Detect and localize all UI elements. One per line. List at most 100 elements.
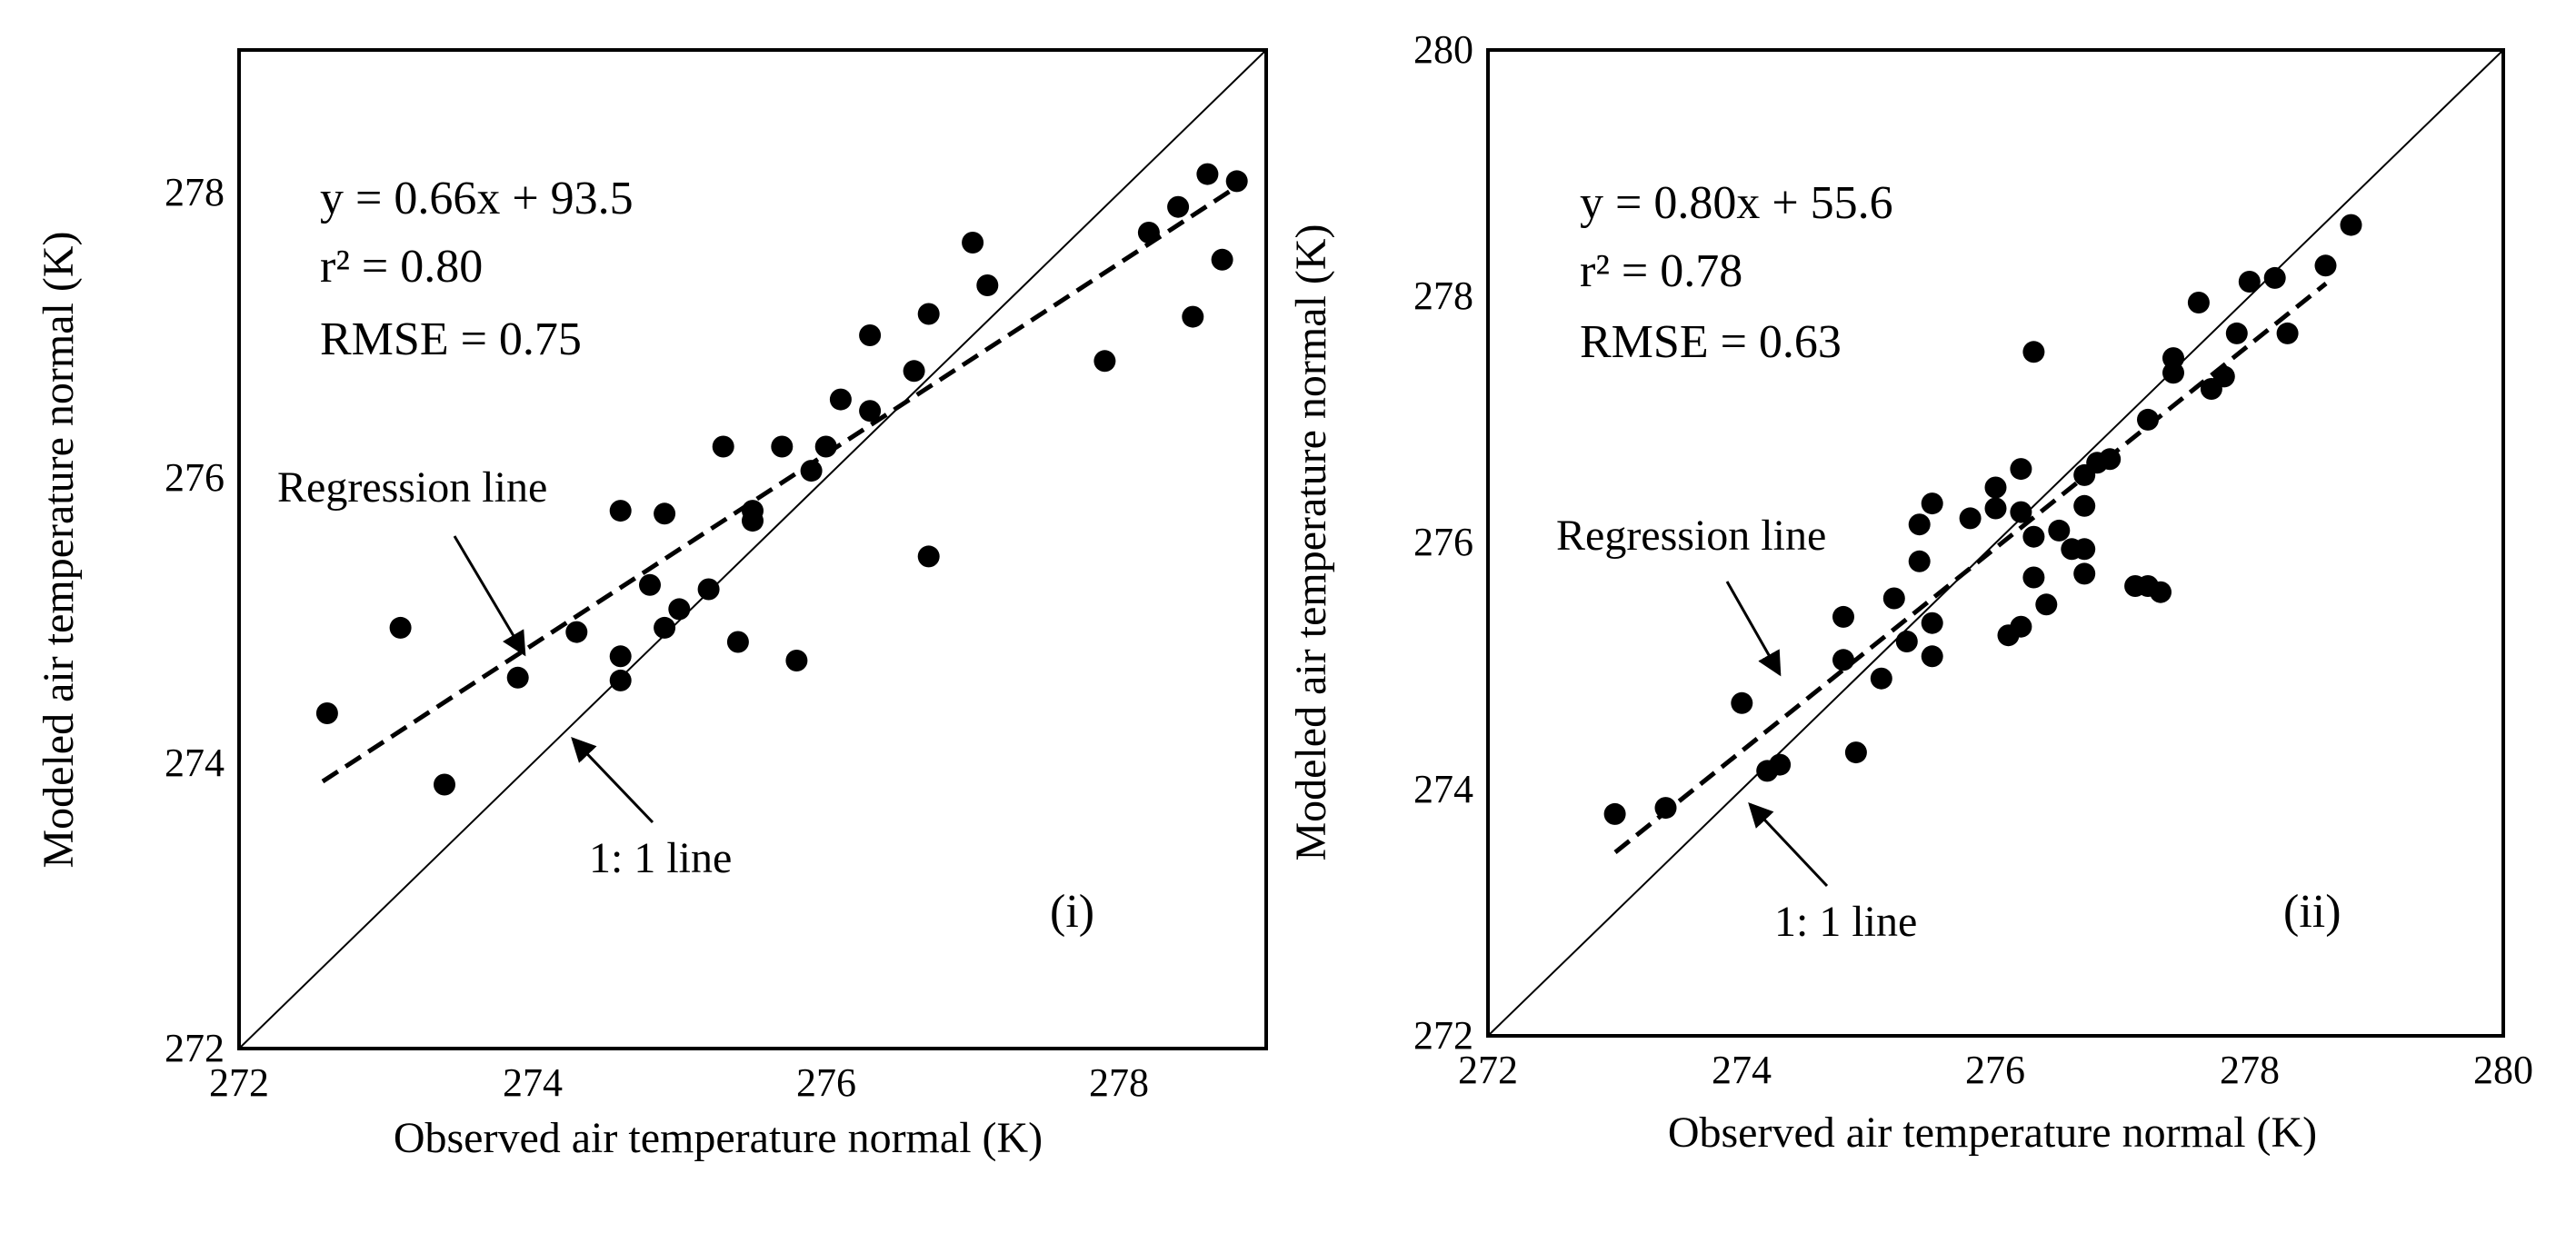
x-tick-label: 274 bbox=[1712, 1048, 1772, 1092]
data-point bbox=[903, 360, 925, 383]
data-point bbox=[1921, 645, 1943, 668]
regression-line bbox=[321, 183, 1241, 784]
y-tick-label: 276 bbox=[165, 455, 225, 500]
data-point bbox=[1984, 476, 2007, 499]
data-point bbox=[1211, 248, 1233, 271]
data-point bbox=[2212, 365, 2235, 388]
identity-line-arrow bbox=[1748, 802, 1829, 888]
data-point bbox=[2035, 593, 2058, 616]
plot-frame bbox=[1486, 48, 2505, 1038]
data-point bbox=[1844, 741, 1867, 764]
data-point bbox=[1895, 631, 1918, 652]
rmse: RMSE = 0.63 bbox=[1580, 316, 1842, 368]
data-point bbox=[2010, 458, 2032, 481]
identity-line-arrow bbox=[571, 737, 654, 824]
data-point bbox=[2010, 615, 2032, 638]
y-tick-label: 280 bbox=[1413, 27, 1473, 72]
data-point bbox=[1870, 667, 1892, 690]
data-point bbox=[609, 669, 632, 691]
data-point bbox=[565, 621, 588, 643]
data-point bbox=[2238, 271, 2261, 293]
y-tick-label: 276 bbox=[1413, 520, 1473, 564]
data-point bbox=[668, 598, 691, 621]
data-point bbox=[829, 388, 852, 411]
data-point bbox=[976, 274, 999, 296]
identity-line-label: 1: 1 line bbox=[1774, 898, 1917, 946]
data-point bbox=[2340, 214, 2362, 236]
data-point bbox=[1182, 305, 1204, 328]
regression-line-label: Regression line bbox=[277, 463, 547, 512]
x-tick-label: 278 bbox=[1089, 1060, 1149, 1105]
data-point bbox=[2276, 322, 2299, 344]
data-point bbox=[506, 666, 529, 689]
y-tick-label: 274 bbox=[1413, 767, 1473, 811]
y-tick-label: 274 bbox=[165, 741, 225, 785]
data-point bbox=[639, 573, 661, 596]
data-point bbox=[315, 702, 338, 724]
data-point bbox=[609, 645, 632, 668]
regression-line-label: Regression line bbox=[1556, 512, 1826, 560]
data-point bbox=[1769, 753, 1792, 776]
x-tick-label: 272 bbox=[1458, 1048, 1518, 1092]
panel-ii: 272 274 276 278 280 272 274 276 278 280 … bbox=[1287, 27, 2533, 1157]
plot-frame bbox=[237, 48, 1268, 1050]
data-point bbox=[1603, 802, 1626, 825]
data-point bbox=[1093, 350, 1116, 373]
data-point bbox=[389, 616, 412, 639]
data-point bbox=[1654, 797, 1677, 820]
data-point bbox=[654, 502, 676, 525]
data-point bbox=[1882, 587, 1905, 610]
data-point bbox=[2137, 408, 2159, 431]
x-tick-label: 276 bbox=[796, 1060, 856, 1105]
y-axis-label: Modeled air temperature normal (K) bbox=[35, 231, 83, 868]
data-point bbox=[800, 460, 823, 482]
data-point bbox=[859, 324, 882, 346]
data-point bbox=[771, 435, 794, 458]
r-squared: r² = 0.78 bbox=[1580, 245, 1742, 297]
rmse: RMSE = 0.75 bbox=[320, 313, 582, 365]
data-point bbox=[1921, 492, 1943, 515]
regression-line bbox=[1613, 282, 2328, 854]
data-point bbox=[1167, 195, 1190, 218]
data-point bbox=[2048, 519, 2071, 542]
y-axis-label: Modeled air temperature normal (K) bbox=[1287, 224, 1335, 860]
regression-equation: y = 0.66x + 93.5 bbox=[320, 173, 634, 224]
x-tick-label: 276 bbox=[1965, 1048, 2025, 1092]
data-point bbox=[1832, 605, 1854, 628]
data-point bbox=[1959, 507, 1982, 530]
data-point bbox=[917, 545, 940, 568]
data-point bbox=[434, 773, 455, 796]
regression-line-arrow bbox=[453, 535, 526, 657]
data-point bbox=[2150, 581, 2172, 603]
data-point bbox=[2263, 266, 2286, 289]
data-point bbox=[2162, 362, 2184, 384]
data-point bbox=[917, 303, 940, 325]
data-point bbox=[2022, 525, 2045, 548]
panel-i: 272 274 276 278 272 274 276 278 Observed… bbox=[35, 48, 1268, 1162]
data-point bbox=[697, 578, 720, 601]
data-point bbox=[609, 500, 632, 522]
data-point bbox=[1908, 513, 1931, 536]
regression-line-arrow bbox=[1725, 581, 1782, 677]
data-point bbox=[2187, 292, 2210, 313]
x-tick-label: 274 bbox=[503, 1060, 563, 1105]
data-point bbox=[2099, 448, 2122, 471]
identity-line bbox=[238, 49, 1267, 1049]
data-point bbox=[2022, 566, 2045, 589]
data-point bbox=[859, 400, 882, 423]
identity-line bbox=[1487, 49, 2504, 1037]
data-point bbox=[2314, 254, 2337, 277]
x-tick-label: 280 bbox=[2473, 1048, 2533, 1092]
data-point bbox=[1921, 612, 1943, 634]
data-point bbox=[712, 435, 734, 458]
data-point bbox=[1908, 550, 1931, 572]
data-point bbox=[1196, 163, 1219, 185]
data-point bbox=[1984, 497, 2007, 520]
data-point bbox=[962, 232, 984, 254]
data-point bbox=[1832, 649, 1854, 671]
regression-equation: y = 0.80x + 55.6 bbox=[1580, 177, 1893, 229]
data-point bbox=[2010, 501, 2032, 523]
x-tick-label: 272 bbox=[209, 1060, 269, 1105]
y-tick-label: 278 bbox=[1413, 273, 1473, 318]
